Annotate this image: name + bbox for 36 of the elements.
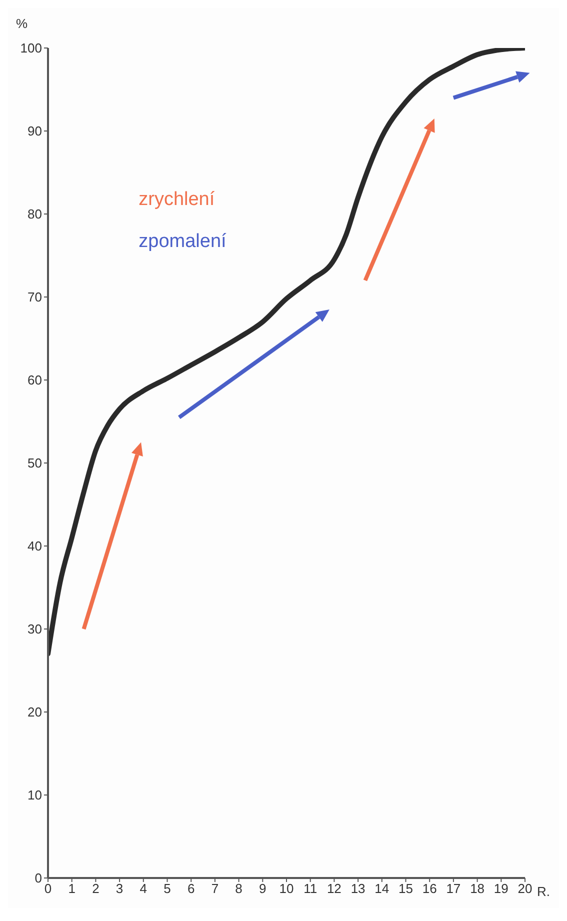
y-tick-label: 10 [28,788,42,803]
x-tick-label: 1 [68,881,76,896]
y-tick-label: 80 [28,206,42,222]
x-tick-label: 7 [211,881,219,896]
annotation: zrychlení [138,189,215,212]
x-tick-label: 9 [259,881,266,896]
x-tick-label: 3 [116,881,124,896]
y-tick-label: 30 [28,622,42,637]
x-tick-label: 18 [470,881,485,896]
x-tick-label: 8 [235,881,242,896]
y-tick-label: 0 [34,870,42,886]
x-tick-label: 20 [518,881,532,896]
x-axis-title: R. [537,884,550,899]
x-tick-label: 12 [326,881,342,896]
x-tick-label: 19 [494,881,508,896]
y-tick-label: 100 [20,40,42,56]
x-tick-label: 11 [304,881,318,896]
x-tick-label: 15 [398,881,413,896]
y-tick-label: 50 [28,456,42,471]
y-tick-label: 90 [28,124,42,139]
x-tick-label: 17 [446,881,461,896]
y-tick-label: 40 [28,538,42,554]
x-tick-label: 5 [164,881,171,896]
x-tick-label: 4 [140,881,148,896]
y-axis-title: % [16,16,28,31]
y-tick-label: 60 [28,372,42,388]
y-tick-label: 70 [28,290,42,305]
x-tick-label: 13 [350,881,366,896]
x-tick-label: 16 [422,881,437,896]
x-tick-label: 14 [374,881,390,896]
x-tick-label: 0 [44,881,52,896]
y-tick-label: 20 [28,704,42,720]
annotation: zpomalení [138,231,226,254]
x-tick-label: 10 [279,881,294,896]
x-tick-label: 6 [187,881,195,896]
x-tick-label: 2 [92,881,100,896]
